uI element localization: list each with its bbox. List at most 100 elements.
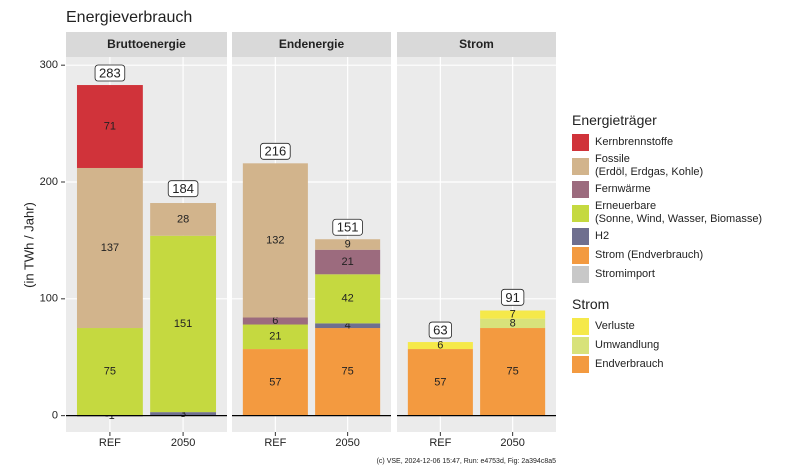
legend-item: Verluste [572,318,664,335]
data-label: 21 [342,256,354,268]
facet-title: Strom [459,37,494,51]
data-label: 71 [104,120,116,132]
bar-segment [242,317,308,325]
total-label-group: 184 [167,180,199,198]
data-label: 7 [510,308,516,320]
total-label: 283 [99,65,121,80]
bar-segment [150,203,217,236]
facet-title: Bruttoenergie [107,37,186,51]
bar-segment [76,328,143,416]
bar-segment [150,412,217,416]
y-tick-label: 0 [52,410,58,422]
legend-item: H2 [572,228,762,245]
total-label-box [501,288,525,306]
bar-segment [76,85,143,168]
legend-label: Fossile (Erdöl, Erdgas, Kohle) [595,153,704,178]
total-label-group: 283 [94,64,126,82]
data-label: 75 [342,366,354,378]
bar-segment [76,167,143,329]
legend-item: Strom (Endverbrauch) [572,247,762,264]
data-label: 75 [104,366,116,378]
bar-segment [315,239,381,250]
legend-item: Stromimport [572,266,762,283]
data-label: 6 [437,339,443,351]
legend-label: Erneuerbare (Sonne, Wind, Wasser, Biomas… [595,200,763,225]
facet-title: Endenergie [279,37,345,51]
bar-segment [150,235,217,413]
data-label: 137 [101,242,119,254]
total-label: 184 [172,181,194,196]
legend-label: Kernbrennstoffe [595,136,674,148]
y-axis-label: (in TWh / Jahr) [21,202,36,288]
x-tick-label: 2050 [335,437,359,449]
legend-key [572,356,589,373]
total-label-group: 216 [260,142,291,160]
legend-item: Umwandlung [572,337,664,354]
facet-strip [232,32,391,57]
bar-segment [407,342,473,350]
data-label: 21 [269,331,281,343]
chart-title: Energieverbrauch [66,9,192,26]
total-label-box [428,321,452,339]
legend-title: Strom [572,296,610,312]
x-tick-label: 2050 [500,437,524,449]
legend-label: H2 [595,230,610,242]
data-label: 151 [174,318,192,330]
bar-segment [315,323,381,329]
x-tick-label: REF [264,437,286,449]
total-label-group: 91 [501,288,525,306]
bar-segment [480,310,546,319]
y-tick-label: 100 [40,293,58,305]
total-label-box [260,142,291,160]
x-tick-label: REF [429,437,451,449]
x-tick-label: REF [99,437,121,449]
legend-key [572,228,589,245]
legend: Strom Verluste Umwandlung Endverbrauch [572,296,664,375]
bar-segment [242,349,308,416]
bar-segment [315,249,381,275]
data-label: 9 [345,238,351,250]
bar-segment [480,318,546,329]
legend-key [572,181,589,198]
legend-key [572,266,589,283]
legend-label: Endverbrauch [595,358,664,370]
total-label: 91 [505,290,519,305]
legend-key [572,157,589,175]
data-label: 57 [269,376,281,388]
data-label: 42 [342,293,354,305]
total-label: 216 [265,144,287,159]
total-label-box [332,218,363,236]
total-label-box [167,180,199,198]
facet-strip [397,32,556,57]
bar-segment [315,328,381,416]
bar-segment [480,328,546,416]
legend-key [572,337,589,354]
y-tick-label: 300 [40,59,58,71]
legend-key [572,204,589,222]
data-label: 132 [266,234,284,246]
data-label: 75 [507,366,519,378]
data-label: 57 [434,376,446,388]
legend-item: Fossile (Erdöl, Erdgas, Kohle) [572,153,762,179]
legend-item: Kernbrennstoffe [572,134,762,151]
data-label: 4 [345,320,351,332]
legend-key [572,134,589,151]
bar-segment [242,324,308,350]
footnote: (c) VSE, 2024-12-06 15:47, Run: e4753d, … [377,458,557,465]
bar-segment [315,274,381,324]
legend-item: Erneuerbare (Sonne, Wind, Wasser, Biomas… [572,200,762,226]
data-label: 6 [272,315,278,327]
legend-key [572,318,589,335]
total-label-group: 151 [332,218,363,236]
y-tick-label: 200 [40,176,58,188]
legend-item: Fernwärme [572,181,762,198]
legend: Energieträger Kernbrennstoffe Fossile (Erd… [572,112,762,285]
legend-label: Umwandlung [595,339,660,351]
x-tick-label: 2050 [171,437,195,449]
legend-label: Fernwärme [595,183,651,195]
total-label-box [94,64,126,82]
legend-label: Strom (Endverbrauch) [595,249,704,261]
legend-title: Energieträger [572,112,657,128]
